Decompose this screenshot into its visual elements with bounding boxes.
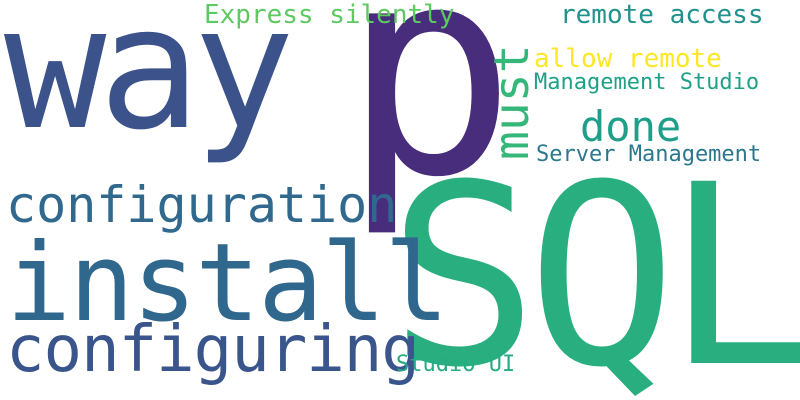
word-configuration: configuration [6, 176, 398, 234]
word-remote-access: remote access [560, 0, 764, 30]
word-studio-ui: Studio UI [396, 352, 516, 377]
word-express-silently: Express silently [204, 0, 455, 30]
word-server-management: Server Management [536, 142, 762, 167]
word-management-studio: Management Studio [534, 70, 760, 95]
word-way: way [4, 0, 295, 168]
word-configuring: configuring [6, 313, 420, 387]
word-p: p [342, 0, 517, 241]
word-allow-remote: allow remote [534, 44, 722, 74]
word-install: install [6, 221, 449, 346]
word-done: done [580, 102, 682, 151]
word-sql: SQL [388, 131, 800, 400]
